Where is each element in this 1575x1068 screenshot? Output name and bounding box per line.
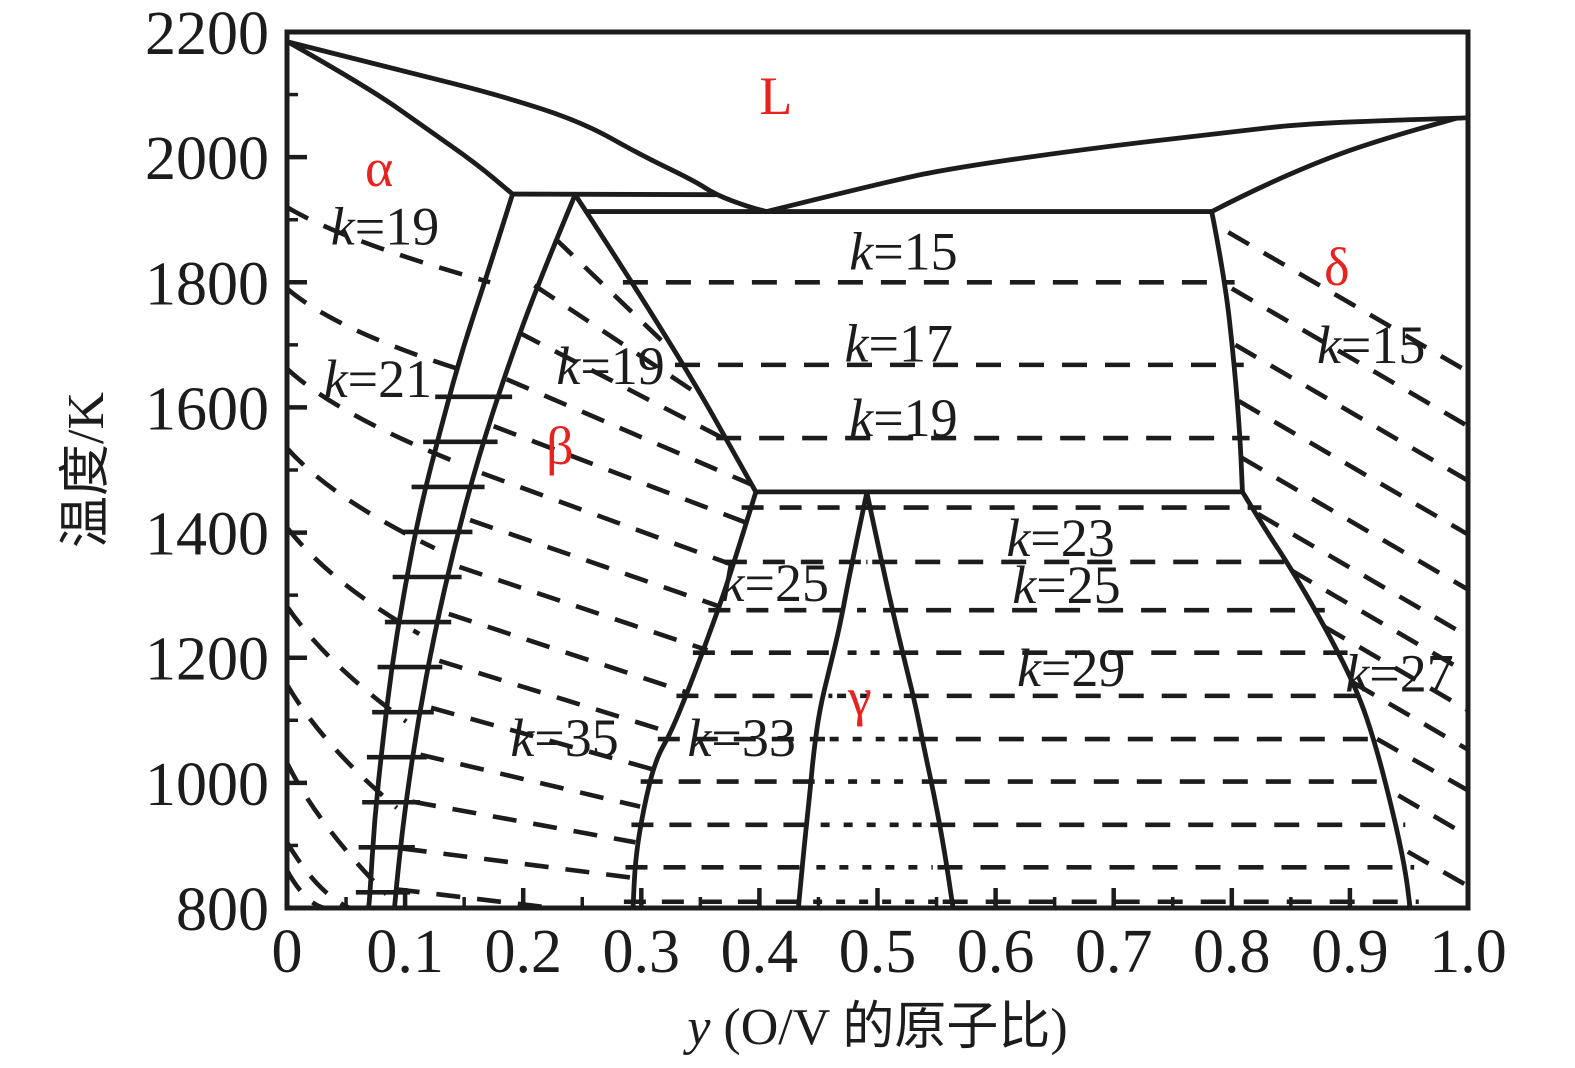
x-tick-label: 0 (272, 918, 303, 986)
x-axis-title-symbol: y (682, 999, 711, 1056)
x-axis-title: y (O/V 的原子比) (682, 999, 1067, 1056)
boundary-beta-right-upper (572, 192, 759, 495)
contour-lines-layer (284, 205, 1470, 911)
sloped-contour-beta-rows (395, 886, 553, 911)
sloped-contour-beta-rows (553, 236, 668, 347)
sloped-contour-delta-rows (1237, 399, 1470, 537)
sloped-contour-delta-rows (1322, 624, 1470, 713)
boundary-delta-lower (1240, 489, 1413, 911)
sloped-contour-delta-rows (1289, 568, 1470, 676)
y-tick-label: 2200 (145, 0, 269, 68)
x-tick-label: 0.6 (957, 918, 1035, 986)
sloped-contour-beta-rows (458, 564, 709, 653)
sloped-contour-beta-rows (492, 424, 749, 526)
sloped-contour-beta-rows (481, 470, 735, 568)
boundary-alpha-solvus (366, 191, 515, 911)
sloped-contour-delta-rows (1230, 286, 1470, 429)
boundary-gamma-right (864, 490, 956, 911)
x-axis-title-rest: (O/V 的原子比) (710, 999, 1067, 1056)
y-tick-label: 2000 (145, 125, 269, 193)
phase-label-β: β (546, 416, 573, 476)
contour-label-k15: k=15 (849, 221, 957, 281)
sloped-contour-beta-rows (402, 846, 635, 881)
contour-label-k35: k=35 (510, 708, 618, 768)
boundary-liq-left (285, 39, 769, 214)
y-tick-label: 1000 (145, 751, 269, 819)
y-tick-label: 1600 (145, 375, 269, 443)
x-tick-label: 0.2 (484, 918, 562, 986)
alpha-contour (285, 205, 491, 285)
x-tick-label: 0.8 (1193, 918, 1271, 986)
phase-label-γ: γ (847, 667, 872, 727)
sloped-contour-beta-rows (533, 283, 696, 394)
phase-labels-layer: α Lβ γ δ (365, 66, 1350, 727)
sloped-contour-beta-rows (469, 517, 720, 609)
phase-label-α: α (365, 138, 393, 198)
alpha-contour (285, 366, 454, 463)
contour-label-k25: k=25 (1012, 555, 1120, 615)
sloped-contour-delta-rows (1240, 455, 1470, 592)
contour-label-k17: k=17 (845, 313, 953, 373)
boundary-beta-left (392, 192, 578, 911)
contour-label-k29: k=29 (1017, 638, 1125, 698)
axes-frame-layer (284, 29, 1471, 911)
sloped-contour-delta-rows (1234, 342, 1470, 483)
alpha-contour (284, 869, 326, 911)
contour-label-k33: k=33 (687, 708, 795, 768)
phase-boundaries-layer (285, 39, 1471, 911)
contour-label-k21: k=21 (324, 349, 432, 409)
phase-label-L: L (759, 66, 792, 126)
plot-frame (284, 29, 1471, 911)
y-tick-label: 800 (176, 876, 269, 944)
y-axis-title: 温度/K (58, 392, 115, 548)
x-tick-label: 0.5 (839, 918, 917, 986)
y-tick-label: 1800 (145, 250, 269, 318)
x-tick-label: 0.1 (366, 918, 444, 986)
phase-label-δ: δ (1324, 237, 1349, 297)
x-tick-label: 0.7 (1075, 918, 1153, 986)
alpha-contour (285, 446, 436, 551)
contour-label-k27: k=27 (1345, 644, 1453, 704)
sloped-contour-beta-rows (505, 377, 753, 487)
x-tick-label: 0.3 (603, 918, 681, 986)
x-tick-label: 1.0 (1429, 918, 1507, 986)
contour-label-k19: k=19 (556, 336, 664, 396)
sloped-contour-delta-rows (1397, 793, 1470, 839)
axis-ticks-layer (284, 29, 1471, 911)
sloped-contour-beta-rows (411, 799, 636, 845)
contour-label-k19: k=19 (849, 388, 957, 448)
contour-label-k15: k=15 (1317, 315, 1425, 375)
tick-labels-layer: 0 0.1 0.2 0.3 0.4 0.5 0.6 0.7 0.8 0.9 1.0 800 1000 12… (145, 0, 1507, 986)
contour-labels-layer: k=19k=21 k=19k=15k=17k=19k=23k=25k=29k=25… (324, 196, 1454, 768)
contour-label-k19: k=19 (331, 196, 439, 256)
alpha-contour (285, 841, 351, 911)
y-tick-label: 1200 (145, 626, 269, 694)
boundary-sol-left (285, 39, 515, 197)
sloped-contour-delta-rows (1227, 230, 1470, 374)
sloped-contour-delta-rows (1352, 680, 1470, 752)
alpha-contour (285, 286, 472, 376)
y-tick-label: 1400 (145, 501, 269, 569)
contour-label-k25: k=25 (721, 553, 829, 613)
x-tick-label: 0.9 (1311, 918, 1389, 986)
sloped-contour-delta-rows (1375, 737, 1470, 793)
sloped-contour-delta-rows (1256, 511, 1470, 639)
sloped-contour-delta-rows (1406, 849, 1470, 889)
boundary-delta-left-upper (1209, 209, 1245, 495)
alpha-contour (285, 683, 399, 810)
boundary-liq-right (764, 115, 1471, 214)
x-tick-label: 0.4 (721, 918, 799, 986)
boundary-delta-solidus (1209, 115, 1459, 214)
sloped-contour-beta-rows (448, 611, 687, 695)
boundary-line1940 (510, 191, 719, 198)
boundary-beta-solvus-lower (630, 489, 759, 911)
contour-label-k23: k=23 (1006, 508, 1114, 568)
boundary-gamma-left (795, 490, 870, 911)
